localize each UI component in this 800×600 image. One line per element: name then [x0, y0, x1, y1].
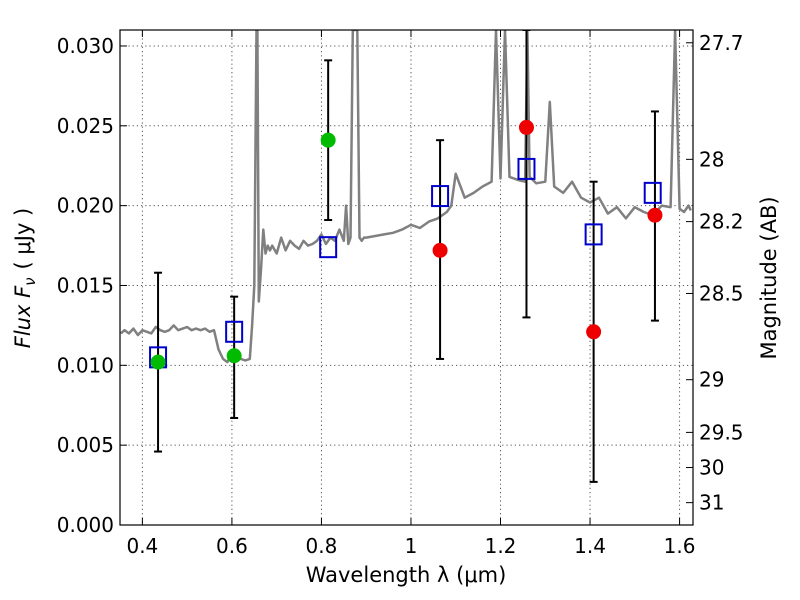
- model-square: [225, 320, 244, 343]
- x-axis: 0.4 0.6 0.8 1 1.2 1.4 1.6: [126, 30, 695, 558]
- detection-point: [150, 354, 166, 370]
- y-axis-label-sub: ν: [21, 277, 39, 285]
- red-point: [586, 324, 602, 340]
- x-tick-label: 1.4: [574, 534, 606, 558]
- y-tick-label: 0.030: [57, 34, 114, 58]
- x-tick-label: 0.4: [126, 534, 158, 558]
- y2-tick-label: 28.5: [699, 281, 744, 305]
- y2-axis-label: Magnitude (AB): [757, 196, 781, 359]
- y-tick-label: 0.020: [57, 194, 114, 218]
- model-square: [584, 223, 603, 246]
- plot-frame: [119, 29, 694, 526]
- y-axis: 0.000 0.005 0.010 0.015 0.020 0.025 0.030: [57, 34, 127, 537]
- y-tick-label: 0.025: [57, 114, 114, 138]
- y2-tick-label: 28.2: [699, 210, 744, 234]
- red-point: [432, 242, 448, 258]
- x-tick-label: 0.8: [306, 534, 338, 558]
- y2-axis: 27.7 28 28.2 28.5 29 29.5 30 31: [686, 31, 744, 515]
- y-tick-label: 0.015: [57, 273, 114, 297]
- data-markers: [150, 119, 663, 370]
- y2-tick-label: 31: [699, 491, 724, 515]
- y-axis-label-unit: ( μJy ): [11, 208, 35, 270]
- model-points: [149, 157, 662, 369]
- plot-area: [120, 30, 692, 483]
- detection-point: [320, 132, 336, 148]
- y-tick-label: 0.000: [57, 513, 114, 537]
- y2-tick-label: 28: [699, 147, 724, 171]
- spectrum-line: [120, 30, 692, 364]
- model-square: [643, 181, 662, 204]
- y2-tick-label: 30: [699, 456, 724, 480]
- y-axis-label-main: Flux F: [11, 285, 35, 348]
- y-axis-label: Flux Fν ( μJy ): [11, 208, 39, 349]
- detection-point: [226, 348, 242, 364]
- x-axis-label: Wavelength λ (μm): [306, 563, 507, 587]
- y-tick-label: 0.005: [57, 433, 114, 457]
- x-tick-label: 0.6: [216, 534, 248, 558]
- y2-tick-label: 29: [699, 368, 724, 392]
- model-square: [517, 157, 536, 180]
- red-point: [647, 207, 663, 223]
- red-point: [518, 119, 534, 135]
- x-tick-label: 1.2: [485, 534, 517, 558]
- x-tick-label: 1: [405, 534, 418, 558]
- model-square: [319, 236, 338, 259]
- model-square: [431, 185, 450, 208]
- y2-tick-label: 27.7: [699, 31, 744, 55]
- x-tick-label: 1.6: [664, 534, 696, 558]
- y-tick-label: 0.010: [57, 353, 114, 377]
- y2-tick-label: 29.5: [699, 420, 744, 444]
